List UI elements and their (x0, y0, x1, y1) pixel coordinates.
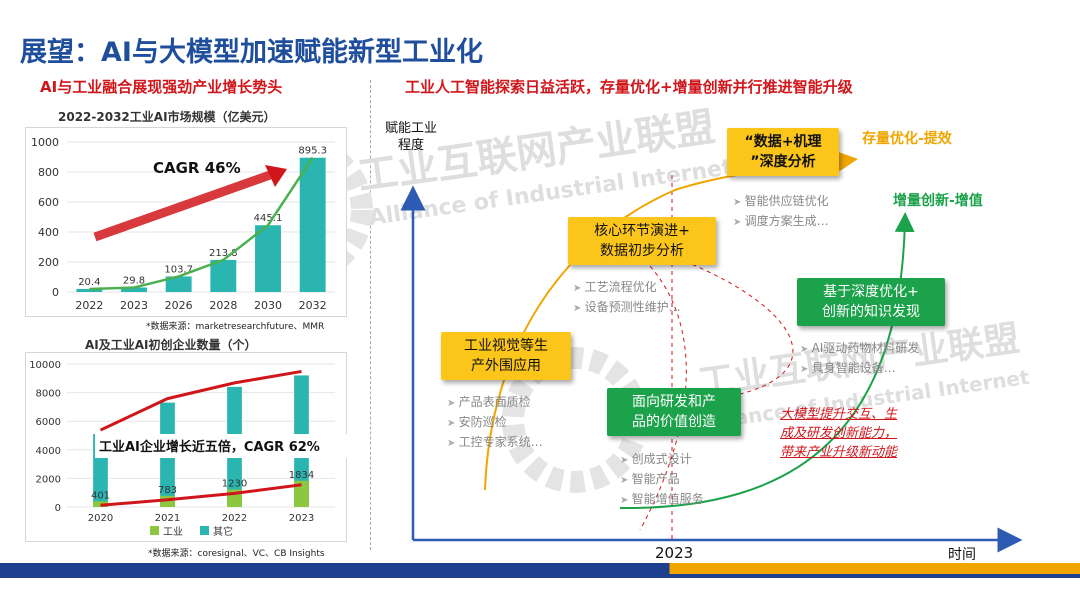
bullets-4: 创成式设计 智能产品 智能增值服务 (620, 450, 704, 510)
box-industrial-vision: 工业视觉等生 产外围应用 (441, 332, 571, 380)
chart1-ytick: 600 (38, 196, 59, 209)
chart1-value-label: 213.8 (209, 248, 238, 259)
chart2-annotation-bg (95, 434, 347, 458)
box-data-mechanism: “数据+机理 ”深度分析 (727, 128, 839, 176)
chart2-legend-swatch (200, 526, 209, 535)
chart1-growth-arrowhead (265, 165, 287, 187)
chart1-bar (76, 288, 103, 292)
chart1-svg: 0 200 400 600 800 1000 2022 20.4 2023 29.8 2026 103… (31, 136, 335, 312)
chart2-xtick: 2022 (222, 513, 247, 524)
chart2-ytick: 8000 (36, 389, 61, 400)
bullet-5-1: AI驱动药物材料研发 (800, 339, 920, 359)
right-subtitle: 工业人工智能探索日益活跃，存量优化+增量创新并行推进智能升级 (405, 78, 853, 96)
chart2-trend-arrow-industrial (100, 483, 302, 507)
chart2-xtick: 2021 (155, 513, 180, 524)
bullets-5: AI驱动药物材料研发 具身智能设备… (800, 339, 920, 379)
chart2-ytick: 4000 (36, 446, 61, 457)
bullet-1-3: 工控专家系统… (447, 433, 543, 453)
bullet-4-1: 创成式设计 (620, 450, 704, 470)
bullet-4-2: 智能产品 (620, 470, 704, 490)
left-subtitle: AI与工业融合展现强劲产业增长势头 (40, 78, 283, 96)
vertical-divider (370, 80, 371, 550)
chart2-trend-arrow-other (99, 369, 302, 432)
chart1-bar (165, 276, 192, 292)
year-marker: 2023 (655, 544, 694, 562)
bullet-2-2: 设备预测性维护… (573, 298, 681, 318)
box-rd-value: 面向研发和产 品的价值创造 (607, 388, 741, 436)
footer-bar-accent (0, 574, 1080, 578)
y-axis-label: 赋能工业 程度 (385, 121, 438, 153)
chart2-xtick: 2020 (88, 513, 113, 524)
bullet-5-2: 具身智能设备… (800, 359, 919, 379)
chart1-bar (210, 259, 237, 292)
bullet-4-3: 智能增值服务 (620, 490, 704, 510)
chart2-xtick: 2023 (289, 513, 314, 524)
chart2-legend-label: 工业 (163, 526, 183, 538)
chart1-ytick: 400 (38, 226, 59, 239)
bullet-3-1: 智能供应链优化 (733, 192, 829, 212)
chart1-value-label: 29.8 (123, 276, 145, 287)
chart2-bar-industrial (160, 495, 175, 507)
chart1-xtick: 2028 (209, 299, 237, 312)
bullet-1-2: 安防巡检 (447, 413, 543, 433)
chart1-value-label: 895.3 (298, 146, 327, 157)
footer-bar (0, 563, 1080, 574)
chart1-source: *数据来源：marketresearchfuture、MMR (146, 322, 325, 332)
chart2-legend-swatch (150, 526, 159, 535)
bullet-2-1: 工艺流程优化 (573, 278, 681, 298)
chart1-value-label: 20.4 (78, 277, 100, 288)
chart1-ytick: 0 (52, 286, 59, 299)
label-stock-optimization: 存量优化-提效 (862, 131, 952, 147)
chart2-value-label: 1230 (222, 478, 247, 489)
chart1-ytick: 1000 (31, 136, 59, 149)
chart2-source: *数据来源：coresignal、VC、CB Insights (148, 549, 325, 559)
chart1-xtick: 2032 (299, 299, 327, 312)
bullets-3: 智能供应链优化 调度方案生成… (733, 192, 829, 232)
chart1-annotation: CAGR 46% (153, 159, 241, 177)
page-title: 展望：AI与大模型加速赋能新型工业化 (20, 37, 483, 68)
box-knowledge-discovery: 基于深度优化+ 创新的知识发现 (797, 278, 945, 326)
red-dashed-curve-2 (654, 249, 794, 401)
box-core-process: 核心环节演进+ 数据初步分析 (568, 217, 716, 265)
bullet-3-2: 调度方案生成… (733, 212, 829, 232)
chart2-ytick: 10000 (29, 360, 61, 371)
chart2-annotation: 工业AI企业增长近五倍，CAGR 62% (99, 439, 320, 455)
chart1-bar (299, 157, 326, 292)
chart1-title: 2022-2032工业AI市场规模（亿美元） (58, 110, 276, 124)
chart1-xtick: 2030 (254, 299, 282, 312)
chart2-svg: 0 2000 4000 6000 8000 10000 401 2020 783 2021 1230… (29, 360, 347, 538)
chart2-ytick: 0 (55, 503, 61, 514)
chart1-ytick: 200 (38, 256, 59, 269)
chart2-value-label: 1834 (289, 470, 314, 481)
chart1-value-label: 103.7 (164, 264, 193, 275)
chart2-title: AI及工业AI初创企业数量（个） (85, 338, 257, 352)
chart2-ytick: 2000 (36, 474, 61, 485)
bullet-1-1: 产品表面质检 (447, 393, 543, 413)
label-incremental-innovation: 增量创新-增值 (893, 193, 983, 209)
chart2-legend-label: 其它 (213, 525, 233, 538)
chart2-ytick: 6000 (36, 417, 61, 428)
red-note: 大模型提升交互、生 成及研发创新能力， 带来产业升级新动能 (780, 407, 898, 460)
chart1-trend-line (89, 157, 314, 291)
chart2-bar-industrial (294, 480, 309, 507)
chart1-xtick: 2026 (165, 299, 193, 312)
chart1-ytick: 800 (38, 166, 59, 179)
chart2-value-label: 783 (158, 485, 177, 496)
bullets-2: 工艺流程优化 设备预测性维护… (573, 278, 681, 318)
chart1-xtick: 2022 (75, 299, 103, 312)
chart2-value-label: 401 (91, 490, 110, 501)
x-axis-label: 时间 (948, 547, 976, 563)
chart1-bar (121, 287, 147, 292)
chart1-xtick: 2023 (120, 299, 148, 312)
chart1-growth-arrow (93, 170, 272, 242)
bullets-1: 产品表面质检 安防巡检 工控专家系统… (447, 393, 543, 453)
chart1-value-label: 445.1 (254, 213, 283, 224)
chart1-bar (255, 225, 281, 292)
